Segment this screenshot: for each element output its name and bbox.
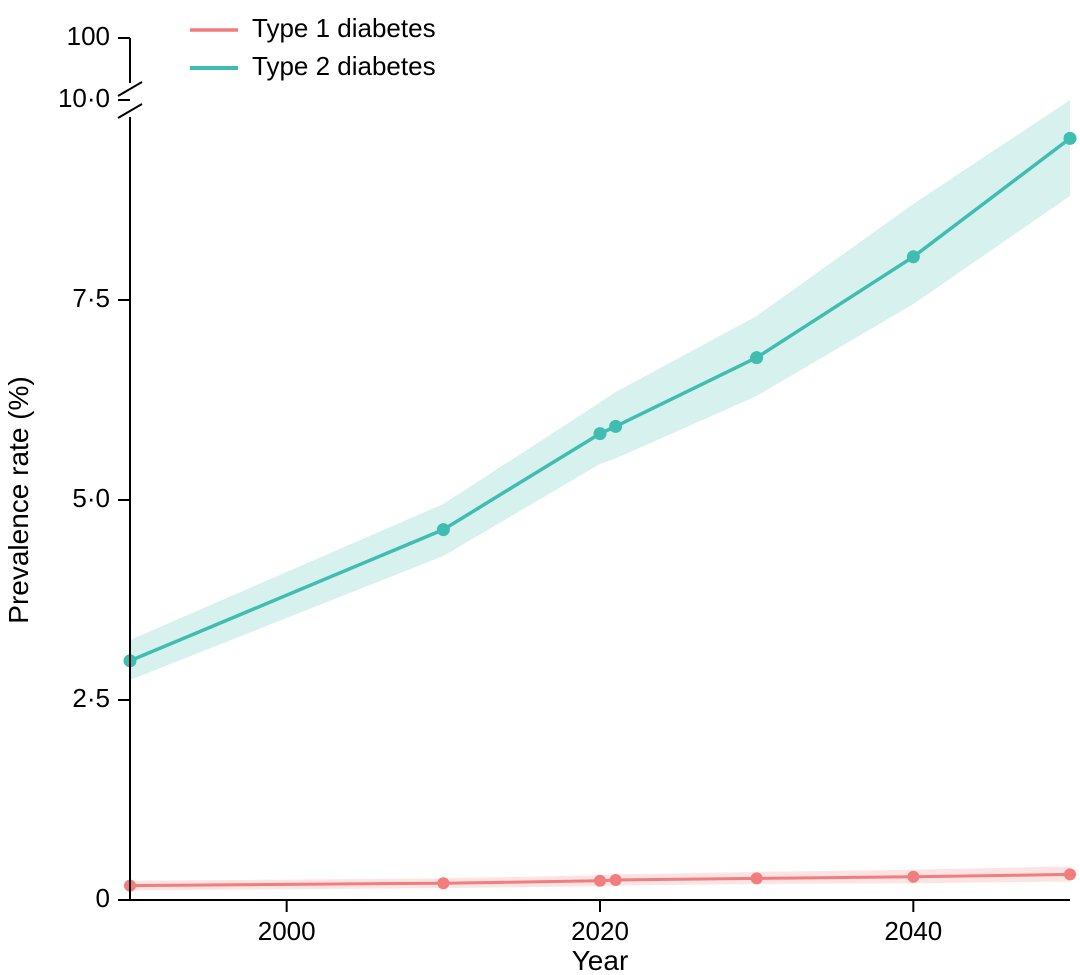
y-tick-label: 2·5 (72, 683, 110, 713)
x-axis-title: Year (572, 945, 629, 975)
y-tick-label: 7·5 (72, 283, 110, 313)
data-marker (1064, 868, 1076, 880)
y-axis-title: Prevalence rate (%) (3, 376, 34, 623)
y-tick-label: 10·0 (58, 83, 110, 113)
data-marker (750, 351, 763, 364)
x-tick-label: 2040 (884, 916, 942, 946)
x-tick-label: 2020 (571, 916, 629, 946)
chart-svg: 0 2·5 5·0 7·5 10·0 100 2000 2020 2040 Prevalence … (0, 0, 1080, 975)
y-tick-label-top: 100 (67, 21, 110, 51)
prevalence-chart: 0 2·5 5·0 7·5 10·0 100 2000 2020 2040 Prevalence … (0, 0, 1080, 975)
data-marker (1064, 132, 1077, 145)
legend-label: Type 1 diabetes (252, 13, 436, 43)
data-marker (594, 875, 606, 887)
data-marker (609, 420, 622, 433)
data-marker (437, 877, 449, 889)
data-marker (610, 874, 622, 886)
data-marker (437, 523, 450, 536)
data-marker (594, 427, 607, 440)
y-tick-label: 0 (96, 883, 110, 913)
data-marker (907, 871, 919, 883)
legend-label: Type 2 diabetes (252, 51, 436, 81)
data-marker (751, 872, 763, 884)
x-tick-label: 2000 (258, 916, 316, 946)
data-marker (907, 250, 920, 263)
y-tick-label: 5·0 (72, 483, 110, 513)
